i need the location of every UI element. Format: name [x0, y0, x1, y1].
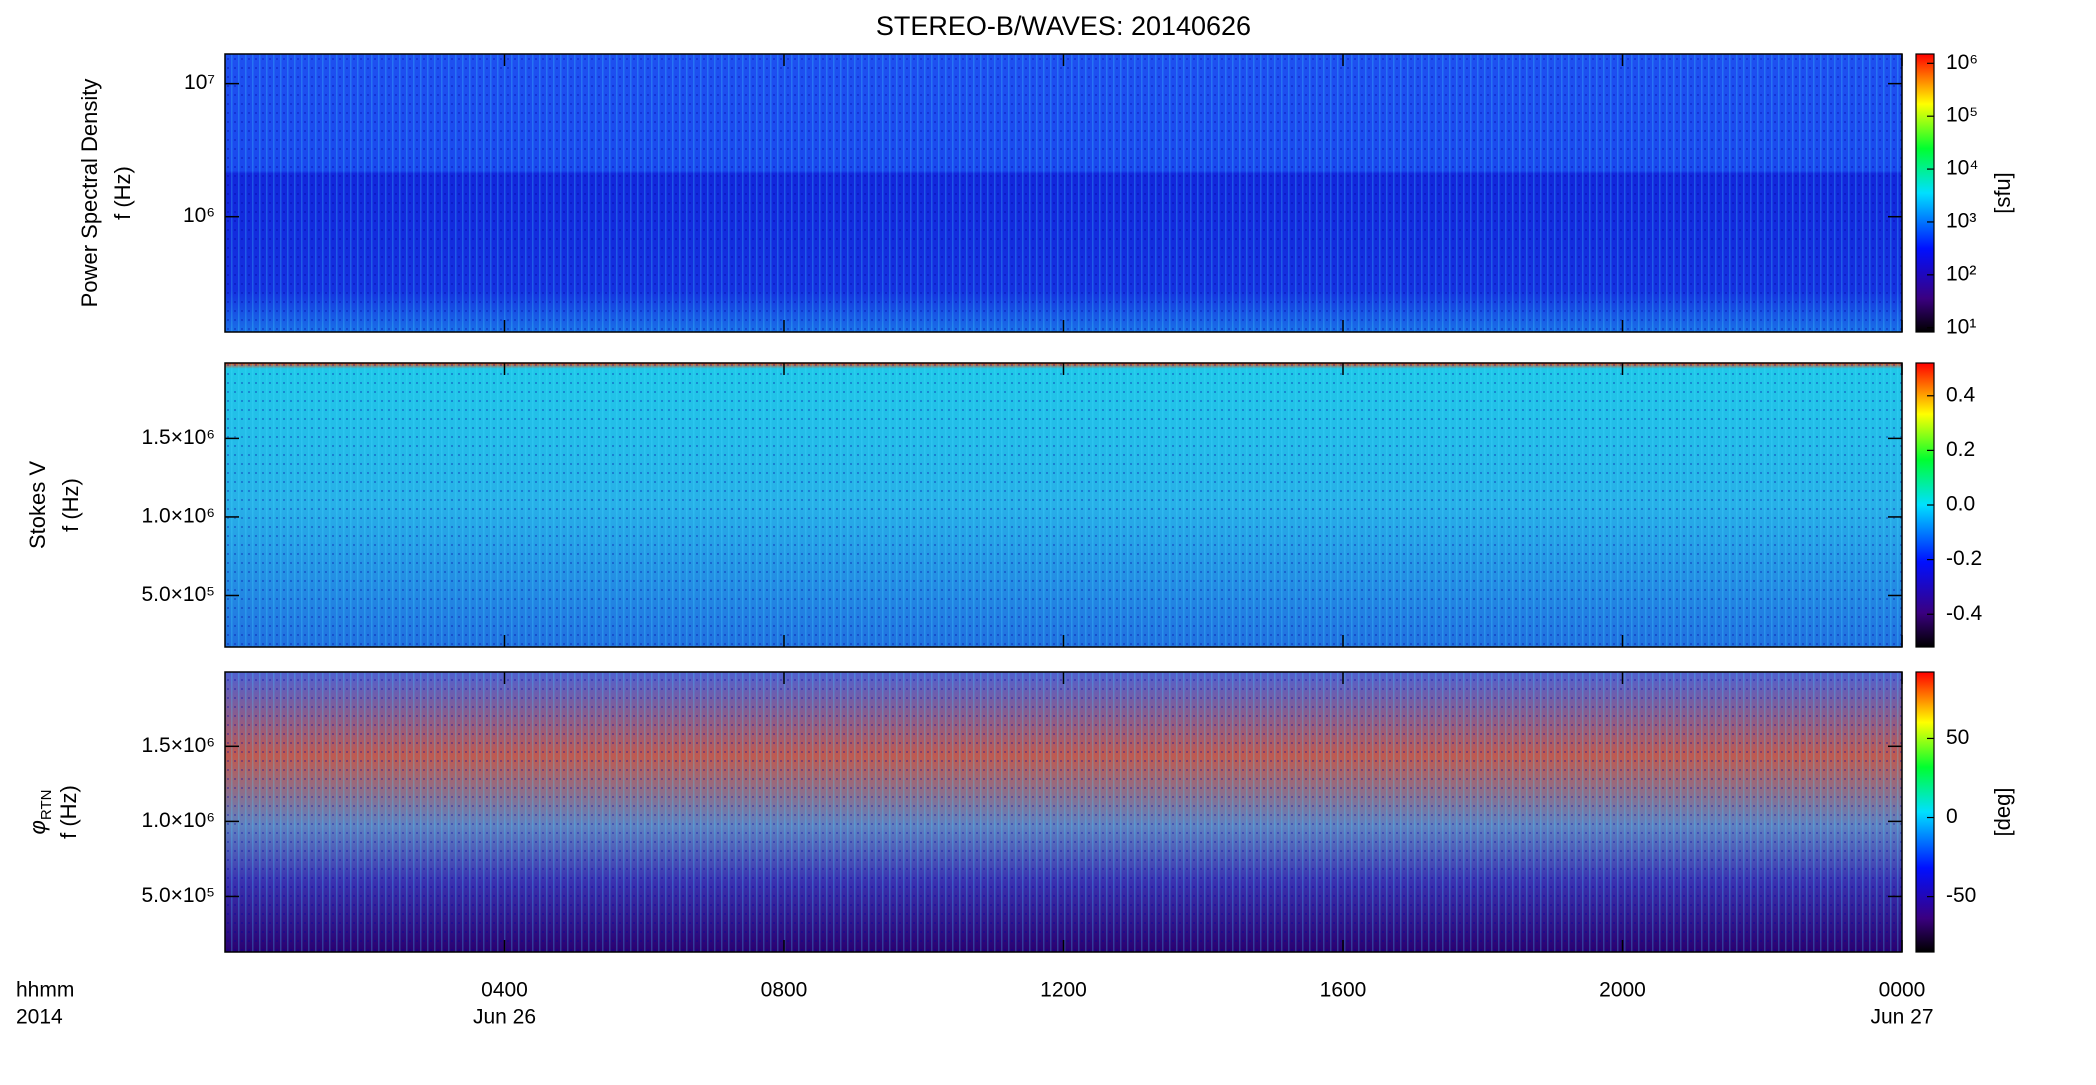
- x-tick-label: 1200: [1040, 979, 1087, 1002]
- spectrogram-texture: [225, 54, 1902, 332]
- y-axis-label: Stokes V: [25, 461, 50, 549]
- colorbar-tick-label: -0.4: [1946, 602, 1983, 625]
- y-axis-label: f (Hz): [56, 785, 81, 839]
- x-date-label: Jun 27: [1870, 1006, 1933, 1029]
- y-tick-label: 10⁶: [183, 204, 215, 227]
- colorbar-tick-label: 0.4: [1946, 383, 1976, 406]
- y-tick-label: 5.0×10⁵: [141, 884, 215, 907]
- spectrogram-texture: [225, 672, 1902, 952]
- y-axis-label: f (Hz): [110, 166, 135, 220]
- colorbar-tick-label: 10⁴: [1946, 157, 1978, 180]
- colorbar: [1915, 671, 1935, 953]
- x-tick-label: 0000: [1879, 979, 1926, 1002]
- colorbar-tick-label: 50: [1946, 726, 1969, 749]
- y-axis-label-symbol: φ: [25, 820, 50, 834]
- colorbar-tick-label: -0.2: [1946, 547, 1982, 570]
- colorbar-label: [sfu]: [1990, 172, 2015, 214]
- colorbar-tick-label: 10⁶: [1946, 51, 1978, 74]
- y-axis-label: Power Spectral Density: [77, 79, 102, 308]
- x-axis-label: hhmm: [16, 979, 74, 1002]
- x-tick-label: 0400: [481, 979, 528, 1002]
- colorbar-tick-label: 0: [1946, 805, 1958, 828]
- x-tick-label: 1600: [1320, 979, 1367, 1002]
- x-tick-label: 0800: [761, 979, 808, 1002]
- y-tick-label: 1.5×10⁶: [142, 426, 215, 449]
- y-axis-label: f (Hz): [58, 478, 83, 532]
- colorbar-tick-label: 10²: [1946, 262, 1976, 285]
- x-date-label: Jun 26: [473, 1006, 536, 1029]
- colorbar-tick-label: 10¹: [1946, 315, 1976, 338]
- colorbar-tick-label: -50: [1946, 884, 1976, 907]
- colorbar-label: [deg]: [1990, 788, 2015, 837]
- y-axis-label: φRTN: [25, 790, 55, 835]
- y-tick-label: 1.0×10⁶: [142, 809, 215, 832]
- y-axis-label-subscript: RTN: [38, 790, 55, 821]
- colorbar-tick-label: 0.2: [1946, 438, 1975, 461]
- x-axis-label: 2014: [16, 1006, 63, 1029]
- colorbar-tick-label: 0.0: [1946, 493, 1975, 516]
- y-tick-label: 1.5×10⁶: [142, 734, 215, 757]
- colorbar: [1915, 53, 1935, 333]
- chart-title: STEREO-B/WAVES: 20140626: [876, 11, 1251, 41]
- y-tick-label: 5.0×10⁵: [141, 583, 215, 606]
- spectrogram-texture: [225, 363, 1902, 647]
- x-tick-label: 2000: [1599, 979, 1646, 1002]
- colorbar-tick-label: 10³: [1946, 210, 1976, 233]
- y-tick-label: 1.0×10⁶: [142, 504, 215, 527]
- colorbar-tick-label: 10⁵: [1946, 104, 1978, 127]
- y-tick-label: 10⁷: [184, 71, 215, 94]
